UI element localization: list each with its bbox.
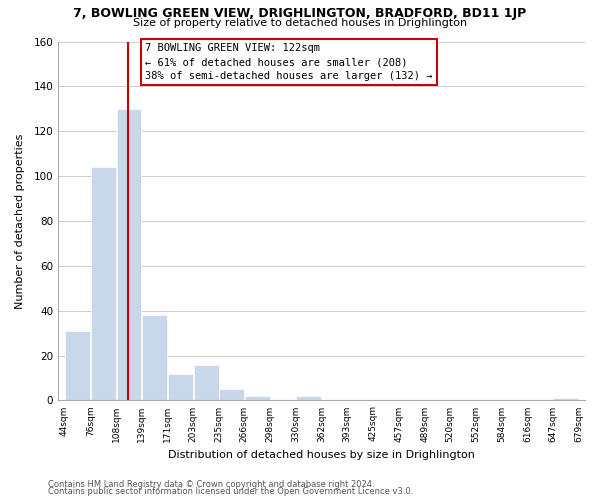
Y-axis label: Number of detached properties: Number of detached properties	[15, 134, 25, 308]
Bar	[167, 374, 193, 400]
Bar	[91, 167, 116, 400]
Bar	[116, 109, 141, 401]
Bar	[65, 331, 90, 400]
Text: 7 BOWLING GREEN VIEW: 122sqm
← 61% of detached houses are smaller (208)
38% of s: 7 BOWLING GREEN VIEW: 122sqm ← 61% of de…	[145, 44, 433, 82]
Bar	[553, 398, 578, 400]
X-axis label: Distribution of detached houses by size in Drighlington: Distribution of detached houses by size …	[168, 450, 475, 460]
Bar	[245, 396, 269, 400]
Bar	[220, 389, 244, 400]
Bar	[194, 364, 218, 400]
Bar	[296, 396, 322, 400]
Text: 7, BOWLING GREEN VIEW, DRIGHLINGTON, BRADFORD, BD11 1JP: 7, BOWLING GREEN VIEW, DRIGHLINGTON, BRA…	[73, 8, 527, 20]
Bar	[142, 315, 167, 400]
Text: Size of property relative to detached houses in Drighlington: Size of property relative to detached ho…	[133, 18, 467, 28]
Text: Contains HM Land Registry data © Crown copyright and database right 2024.: Contains HM Land Registry data © Crown c…	[48, 480, 374, 489]
Text: Contains public sector information licensed under the Open Government Licence v3: Contains public sector information licen…	[48, 487, 413, 496]
